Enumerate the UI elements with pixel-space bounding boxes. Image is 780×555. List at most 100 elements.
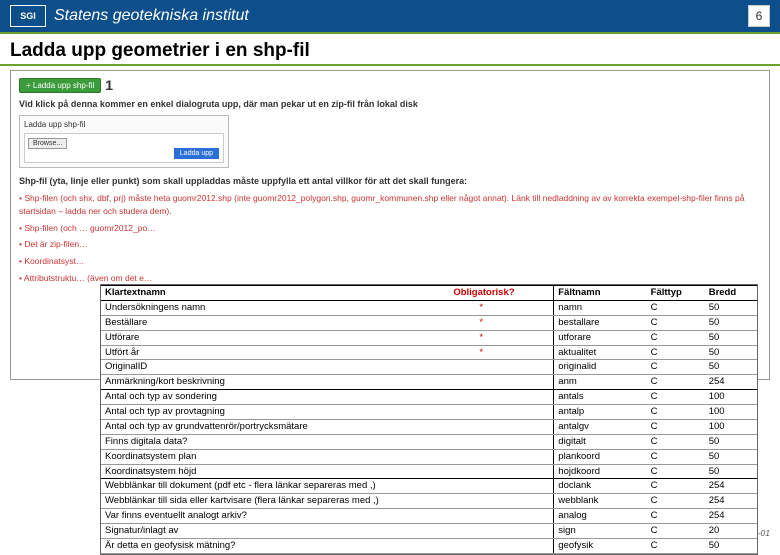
table-cell (449, 434, 553, 449)
table-row: Antal och typ av grundvattenrör/portryck… (101, 419, 757, 434)
table-cell: analog (554, 509, 647, 524)
table-cell: C (647, 524, 705, 539)
table-cell: 254 (705, 509, 757, 524)
table-cell: Antal och typ av grundvattenrör/portryck… (101, 419, 449, 434)
table-row: Utförare*utforareC50 (101, 330, 757, 345)
table-cell: C (647, 315, 705, 330)
intro-text: Vid klick på denna kommer en enkel dialo… (19, 99, 761, 109)
org-name: Statens geotekniska institut (54, 7, 249, 25)
table-cell: Koordinatsystem plan (101, 449, 449, 464)
table-cell: 20 (705, 524, 757, 539)
list-item: Koordinatsyst… (19, 255, 761, 268)
table-cell: C (647, 375, 705, 390)
table-cell (449, 479, 553, 494)
table-cell: Webblänkar till dokument (pdf etc - fler… (101, 479, 449, 494)
table-row: Koordinatsystem plan plankoordC50 (101, 449, 757, 464)
table-cell: C (647, 494, 705, 509)
section-title: Ladda upp geometrier i en shp-fil (0, 34, 780, 66)
table-cell: 100 (705, 419, 757, 434)
table-cell: Var finns eventuellt analogt arkiv? (101, 509, 449, 524)
table-cell: 50 (705, 538, 757, 553)
table-cell: Signatur/inlagt av (101, 524, 449, 539)
table-body: Undersökningens namn*namnC50Beställare*b… (101, 300, 757, 553)
requirement-line: Shp-fil (yta, linje eller punkt) som ska… (19, 176, 761, 186)
table-row: Webblänkar till sida eller kartvisare (f… (101, 494, 757, 509)
table-cell: plankoord (554, 449, 647, 464)
table-cell: Koordinatsystem höjd (101, 464, 449, 479)
th-falttyp: Fälttyp (647, 286, 705, 301)
table-cell: C (647, 479, 705, 494)
upload-dialog: Ladda upp shp-fil Browse... Ladda upp (19, 115, 229, 168)
table-cell: C (647, 449, 705, 464)
list-item: Shp-filen (och … guomr2012_po… (19, 222, 761, 235)
banner-left: SGI Statens geotekniska institut (10, 5, 249, 27)
table-row: Finns digitala data?digitaltC50 (101, 434, 757, 449)
table-cell: C (647, 464, 705, 479)
table-cell (449, 538, 553, 553)
table-row: Antal och typ av provtagningantalpC100 (101, 405, 757, 420)
table-cell: Beställare (101, 315, 449, 330)
table-cell: Utfört år (101, 345, 449, 360)
table-row: Signatur/inlagt avsignC20 (101, 524, 757, 539)
table-cell: 50 (705, 449, 757, 464)
table-cell: C (647, 509, 705, 524)
table-cell: 50 (705, 330, 757, 345)
table-row: OriginalIDoriginalidC50 (101, 360, 757, 375)
table-cell: 100 (705, 390, 757, 405)
table-cell (449, 375, 553, 390)
bullet-list: Shp-filen (och shx, dbf, prj) måste heta… (19, 192, 761, 285)
table-cell: Utförare (101, 330, 449, 345)
list-item: Shp-filen (och shx, dbf, prj) måste heta… (19, 192, 761, 218)
table-row: Antal och typ av sondering antalsC100 (101, 390, 757, 405)
upload-button[interactable]: + Ladda upp shp-fil (19, 78, 101, 93)
table-cell: utforare (554, 330, 647, 345)
dialog-body: Browse... Ladda upp (24, 133, 224, 163)
table-cell: * (449, 300, 553, 315)
table: Klartextnamn Obligatorisk? Fältnamn Fält… (101, 285, 757, 554)
table-cell: C (647, 419, 705, 434)
table-header-row: Klartextnamn Obligatorisk? Fältnamn Fält… (101, 286, 757, 301)
table-cell: originalid (554, 360, 647, 375)
table-cell (449, 524, 553, 539)
submit-button[interactable]: Ladda upp (174, 148, 219, 159)
th-oblig: Obligatorisk? (449, 286, 553, 301)
table-cell: Antal och typ av provtagning (101, 405, 449, 420)
table-cell (449, 509, 553, 524)
table-cell (449, 390, 553, 405)
dialog-title: Ladda upp shp-fil (24, 120, 224, 129)
table-cell (449, 449, 553, 464)
table-cell (449, 419, 553, 434)
org-logo: SGI (10, 5, 46, 27)
browse-button[interactable]: Browse... (28, 138, 67, 149)
table-cell: 50 (705, 315, 757, 330)
table-cell: 254 (705, 375, 757, 390)
table-cell: C (647, 390, 705, 405)
table-cell: antals (554, 390, 647, 405)
table-cell: C (647, 434, 705, 449)
table-cell: C (647, 345, 705, 360)
table-cell: Är detta en geofysisk mätning? (101, 538, 449, 553)
table-cell: webblank (554, 494, 647, 509)
table-cell: 50 (705, 464, 757, 479)
table-cell: aktualitet (554, 345, 647, 360)
table-cell: * (449, 345, 553, 360)
list-item: Attributstruktu… (även om det e… (19, 272, 761, 285)
table-cell: antalgv (554, 419, 647, 434)
table-cell: C (647, 538, 705, 553)
table-row: Undersökningens namn*namnC50 (101, 300, 757, 315)
table-cell: anm (554, 375, 647, 390)
table-row: Koordinatsystem höjdhojdkoordC50 (101, 464, 757, 479)
table-cell: C (647, 405, 705, 420)
table-row: Webblänkar till dokument (pdf etc - fler… (101, 479, 757, 494)
th-bredd: Bredd (705, 286, 757, 301)
table-cell (449, 360, 553, 375)
table-row: Utfört år*aktualitetC50 (101, 345, 757, 360)
list-item: Det är zip-filen… (19, 238, 761, 251)
table-row: Var finns eventuellt analogt arkiv? analo… (101, 509, 757, 524)
th-faltnamn: Fältnamn (554, 286, 647, 301)
table-cell: 100 (705, 405, 757, 420)
table-cell: Undersökningens namn (101, 300, 449, 315)
th-klartext: Klartextnamn (101, 286, 449, 301)
table-cell: 50 (705, 360, 757, 375)
table-cell: Antal och typ av sondering (101, 390, 449, 405)
